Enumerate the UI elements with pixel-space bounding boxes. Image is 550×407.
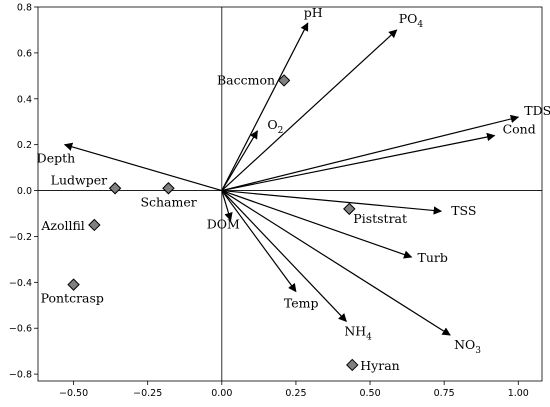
vector-label-o: O2: [267, 117, 283, 136]
vector-label-depth: Depth: [37, 151, 76, 166]
species-marker-baccmon: [277, 74, 291, 87]
vector-label-text: Temp: [284, 296, 319, 311]
y-tick-label: 0.6: [17, 48, 32, 59]
vector-label-tss: TSS: [451, 203, 476, 218]
vector-arrow-nh: [221, 190, 347, 322]
species-label-pontcrasp: Pontcrasp: [41, 291, 104, 306]
vector-label-text: PO: [399, 11, 418, 26]
vector-arrow-tss: [221, 189, 443, 215]
vector-label-text: NH: [344, 323, 366, 338]
y-tick-label: 0.8: [17, 3, 32, 14]
vector-label-nh: NH4: [344, 323, 372, 342]
vector-label-po: PO4: [399, 11, 424, 30]
vector-arrow-o: [221, 130, 258, 191]
vector-label-temp: Temp: [284, 296, 319, 311]
x-tick-label: 0.50: [359, 388, 380, 399]
species-label-baccmon: Baccmon: [217, 72, 275, 87]
species-label-schamer: Schamer: [140, 194, 196, 209]
vector-label-cond: Cond: [503, 121, 536, 136]
vector-label-tds: TDS: [524, 103, 550, 118]
x-tick-label: −0.50: [59, 388, 88, 399]
x-tick-label: 1.00: [508, 388, 529, 399]
vector-arrow-no: [221, 190, 451, 336]
vector-arrow-temp: [221, 190, 297, 293]
vector-arrow-depth: [63, 142, 222, 192]
y-tick-label: 0.0: [17, 186, 32, 197]
vector-label-text: O: [267, 117, 277, 132]
vector-label-turb: Turb: [418, 250, 448, 265]
vector-arrow-turb: [221, 189, 413, 259]
species-label-hyran: Hyran: [360, 358, 399, 373]
x-tick-label: 0.25: [285, 388, 306, 399]
x-tick-label: −0.25: [133, 388, 162, 399]
vector-label-text: DOM: [207, 216, 240, 231]
species-marker-ludwper: [108, 182, 122, 195]
y-tick-label: −0.2: [9, 232, 32, 243]
x-tick-label: 0.75: [434, 388, 455, 399]
species-label-ludwper: Ludwper: [51, 172, 107, 187]
vector-label-text: TSS: [451, 203, 476, 218]
plot-frame: [37, 6, 543, 382]
vector-label-subscript: 4: [366, 332, 372, 342]
vector-arrow-dom: [221, 190, 233, 222]
vector-label-text: Turb: [418, 250, 448, 265]
species-marker-piststrat: [343, 202, 356, 216]
species-marker-azollfil: [88, 218, 101, 232]
vector-label-no: NO3: [454, 337, 481, 356]
y-tick-label: −0.6: [9, 324, 32, 335]
vector-label-subscript: 4: [417, 20, 423, 30]
vector-arrow-ph: [221, 22, 309, 191]
vector-label-ph: pH: [304, 5, 323, 20]
vector-arrow-cond: [221, 132, 496, 192]
vector-arrow-tds: [221, 114, 520, 192]
species-marker-schamer: [162, 182, 175, 195]
axes-group: [37, 6, 543, 382]
vector-label-text: pH: [304, 5, 323, 20]
y-tick-label: 0.2: [17, 140, 32, 151]
vector-label-text: TDS: [524, 103, 550, 118]
vector-label-text: NO: [454, 337, 475, 352]
y-tick-label: −0.4: [9, 278, 32, 289]
vector-label-subscript: 2: [278, 126, 284, 136]
vector-label-dom: DOM: [207, 216, 240, 231]
species-marker-pontcrasp: [67, 278, 80, 291]
species-label-azollfil: Azollfil: [40, 218, 84, 233]
y-tick-label: 0.4: [17, 94, 32, 105]
y-tick-label: −0.8: [9, 370, 32, 381]
species-group: Baccmon Ludwper Schamer Azollfil Pontcrasp Pi…: [40, 72, 407, 373]
species-marker-hyran: [346, 358, 359, 372]
vector-arrow-po: [221, 29, 398, 192]
vector-label-text: Depth: [37, 151, 76, 166]
ticks-group: −0.50 −0.25 0.00 0.25 0.50 0.75 1.00 −0.8 −0.6 −0…: [9, 3, 529, 400]
species-label-piststrat: Piststrat: [353, 211, 407, 226]
vector-label-subscript: 3: [475, 346, 481, 356]
vector-label-text: Cond: [503, 121, 536, 136]
x-tick-label: 0.00: [211, 388, 232, 399]
